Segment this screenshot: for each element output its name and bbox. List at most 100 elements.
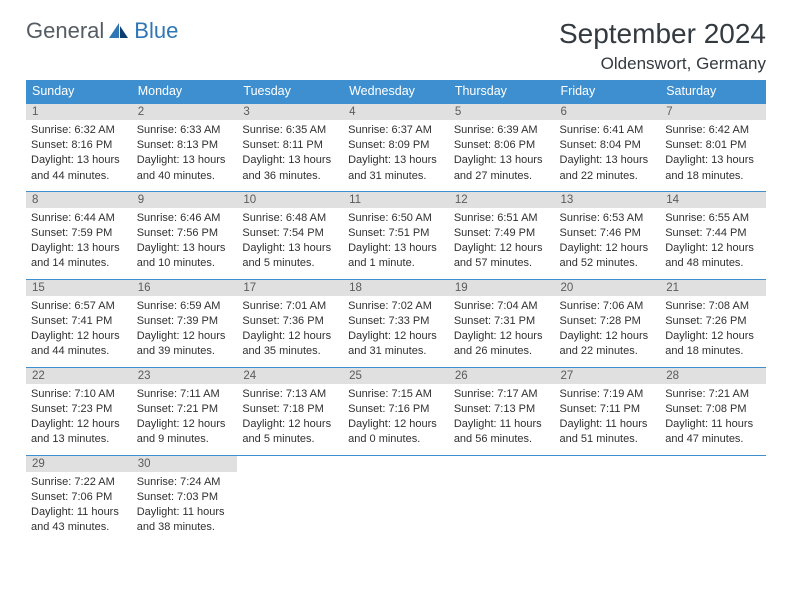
week-row: 29Sunrise: 7:22 AMSunset: 7:06 PMDayligh… [26,455,766,543]
day-content: Sunrise: 6:48 AMSunset: 7:54 PMDaylight:… [237,208,343,276]
day-number: 5 [449,104,555,120]
sunset-text: Sunset: 8:01 PM [665,138,761,153]
col-wednesday: Wednesday [343,80,449,103]
daylight-text: Daylight: 12 hours [560,329,656,344]
day-number: 19 [449,280,555,296]
day-cell: 7Sunrise: 6:42 AMSunset: 8:01 PMDaylight… [660,103,766,191]
day-cell: 17Sunrise: 7:01 AMSunset: 7:36 PMDayligh… [237,279,343,367]
day-content: Sunrise: 7:04 AMSunset: 7:31 PMDaylight:… [449,296,555,364]
month-title: September 2024 [559,18,766,50]
col-tuesday: Tuesday [237,80,343,103]
sunrise-text: Sunrise: 7:04 AM [454,299,550,314]
day-content: Sunrise: 7:21 AMSunset: 7:08 PMDaylight:… [660,384,766,452]
sunset-text: Sunset: 7:18 PM [242,402,338,417]
day-cell: 4Sunrise: 6:37 AMSunset: 8:09 PMDaylight… [343,103,449,191]
day-number: 21 [660,280,766,296]
day-cell: 26Sunrise: 7:17 AMSunset: 7:13 PMDayligh… [449,367,555,455]
day-cell: 14Sunrise: 6:55 AMSunset: 7:44 PMDayligh… [660,191,766,279]
sunrise-text: Sunrise: 6:57 AM [31,299,127,314]
day-number: 9 [132,192,238,208]
week-row: 8Sunrise: 6:44 AMSunset: 7:59 PMDaylight… [26,191,766,279]
day-cell: 5Sunrise: 6:39 AMSunset: 8:06 PMDaylight… [449,103,555,191]
daylight-text: Daylight: 13 hours [31,241,127,256]
day-content: Sunrise: 7:19 AMSunset: 7:11 PMDaylight:… [555,384,661,452]
daylight-text: and 48 minutes. [665,256,761,271]
day-content: Sunrise: 6:37 AMSunset: 8:09 PMDaylight:… [343,120,449,188]
sunset-text: Sunset: 7:33 PM [348,314,444,329]
day-number: 14 [660,192,766,208]
day-number: 23 [132,368,238,384]
day-content: Sunrise: 6:59 AMSunset: 7:39 PMDaylight:… [132,296,238,364]
day-content: Sunrise: 6:55 AMSunset: 7:44 PMDaylight:… [660,208,766,276]
sunrise-text: Sunrise: 7:24 AM [137,475,233,490]
day-cell: 21Sunrise: 7:08 AMSunset: 7:26 PMDayligh… [660,279,766,367]
day-content: Sunrise: 6:33 AMSunset: 8:13 PMDaylight:… [132,120,238,188]
day-cell: 10Sunrise: 6:48 AMSunset: 7:54 PMDayligh… [237,191,343,279]
day-number: 28 [660,368,766,384]
daylight-text: and 22 minutes. [560,344,656,359]
sunrise-text: Sunrise: 6:32 AM [31,123,127,138]
day-number: 1 [26,104,132,120]
day-cell: 1Sunrise: 6:32 AMSunset: 8:16 PMDaylight… [26,103,132,191]
day-number: 16 [132,280,238,296]
day-cell: 20Sunrise: 7:06 AMSunset: 7:28 PMDayligh… [555,279,661,367]
sunset-text: Sunset: 7:26 PM [665,314,761,329]
daylight-text: Daylight: 12 hours [348,417,444,432]
daylight-text: and 18 minutes. [665,344,761,359]
daylight-text: Daylight: 13 hours [560,153,656,168]
daylight-text: and 35 minutes. [242,344,338,359]
sunset-text: Sunset: 8:06 PM [454,138,550,153]
sunset-text: Sunset: 8:04 PM [560,138,656,153]
day-number: 17 [237,280,343,296]
day-content: Sunrise: 6:42 AMSunset: 8:01 PMDaylight:… [660,120,766,188]
day-content: Sunrise: 7:11 AMSunset: 7:21 PMDaylight:… [132,384,238,452]
day-cell: 19Sunrise: 7:04 AMSunset: 7:31 PMDayligh… [449,279,555,367]
sunrise-text: Sunrise: 7:19 AM [560,387,656,402]
daylight-text: and 40 minutes. [137,169,233,184]
daylight-text: and 18 minutes. [665,169,761,184]
sunrise-text: Sunrise: 7:02 AM [348,299,444,314]
weekday-header-row: Sunday Monday Tuesday Wednesday Thursday… [26,80,766,103]
day-cell: 16Sunrise: 6:59 AMSunset: 7:39 PMDayligh… [132,279,238,367]
sunrise-text: Sunrise: 7:13 AM [242,387,338,402]
sunset-text: Sunset: 8:09 PM [348,138,444,153]
sunset-text: Sunset: 7:03 PM [137,490,233,505]
sunset-text: Sunset: 7:56 PM [137,226,233,241]
day-number: 7 [660,104,766,120]
sunset-text: Sunset: 7:46 PM [560,226,656,241]
week-row: 15Sunrise: 6:57 AMSunset: 7:41 PMDayligh… [26,279,766,367]
day-cell: 15Sunrise: 6:57 AMSunset: 7:41 PMDayligh… [26,279,132,367]
day-number: 2 [132,104,238,120]
daylight-text: and 43 minutes. [31,520,127,535]
day-cell: 9Sunrise: 6:46 AMSunset: 7:56 PMDaylight… [132,191,238,279]
logo-sail-icon [108,21,130,41]
sunrise-text: Sunrise: 7:15 AM [348,387,444,402]
sunset-text: Sunset: 7:28 PM [560,314,656,329]
page-container: General Blue September 2024 Oldenswort, … [0,0,792,561]
daylight-text: Daylight: 12 hours [560,241,656,256]
day-content: Sunrise: 6:57 AMSunset: 7:41 PMDaylight:… [26,296,132,364]
day-content: Sunrise: 7:01 AMSunset: 7:36 PMDaylight:… [237,296,343,364]
day-number: 10 [237,192,343,208]
sunrise-text: Sunrise: 7:22 AM [31,475,127,490]
day-content: Sunrise: 7:15 AMSunset: 7:16 PMDaylight:… [343,384,449,452]
daylight-text: Daylight: 13 hours [348,153,444,168]
sunset-text: Sunset: 8:16 PM [31,138,127,153]
day-content: Sunrise: 6:53 AMSunset: 7:46 PMDaylight:… [555,208,661,276]
daylight-text: Daylight: 11 hours [137,505,233,520]
daylight-text: Daylight: 13 hours [242,153,338,168]
daylight-text: Daylight: 13 hours [31,153,127,168]
title-block: September 2024 Oldenswort, Germany [559,18,766,74]
daylight-text: and 38 minutes. [137,520,233,535]
day-cell: 3Sunrise: 6:35 AMSunset: 8:11 PMDaylight… [237,103,343,191]
sunrise-text: Sunrise: 6:37 AM [348,123,444,138]
daylight-text: Daylight: 12 hours [137,329,233,344]
day-content: Sunrise: 6:46 AMSunset: 7:56 PMDaylight:… [132,208,238,276]
sunrise-text: Sunrise: 6:48 AM [242,211,338,226]
day-cell: 2Sunrise: 6:33 AMSunset: 8:13 PMDaylight… [132,103,238,191]
daylight-text: Daylight: 12 hours [665,329,761,344]
daylight-text: Daylight: 13 hours [348,241,444,256]
day-number: 13 [555,192,661,208]
day-content: Sunrise: 6:32 AMSunset: 8:16 PMDaylight:… [26,120,132,188]
sunset-text: Sunset: 7:51 PM [348,226,444,241]
